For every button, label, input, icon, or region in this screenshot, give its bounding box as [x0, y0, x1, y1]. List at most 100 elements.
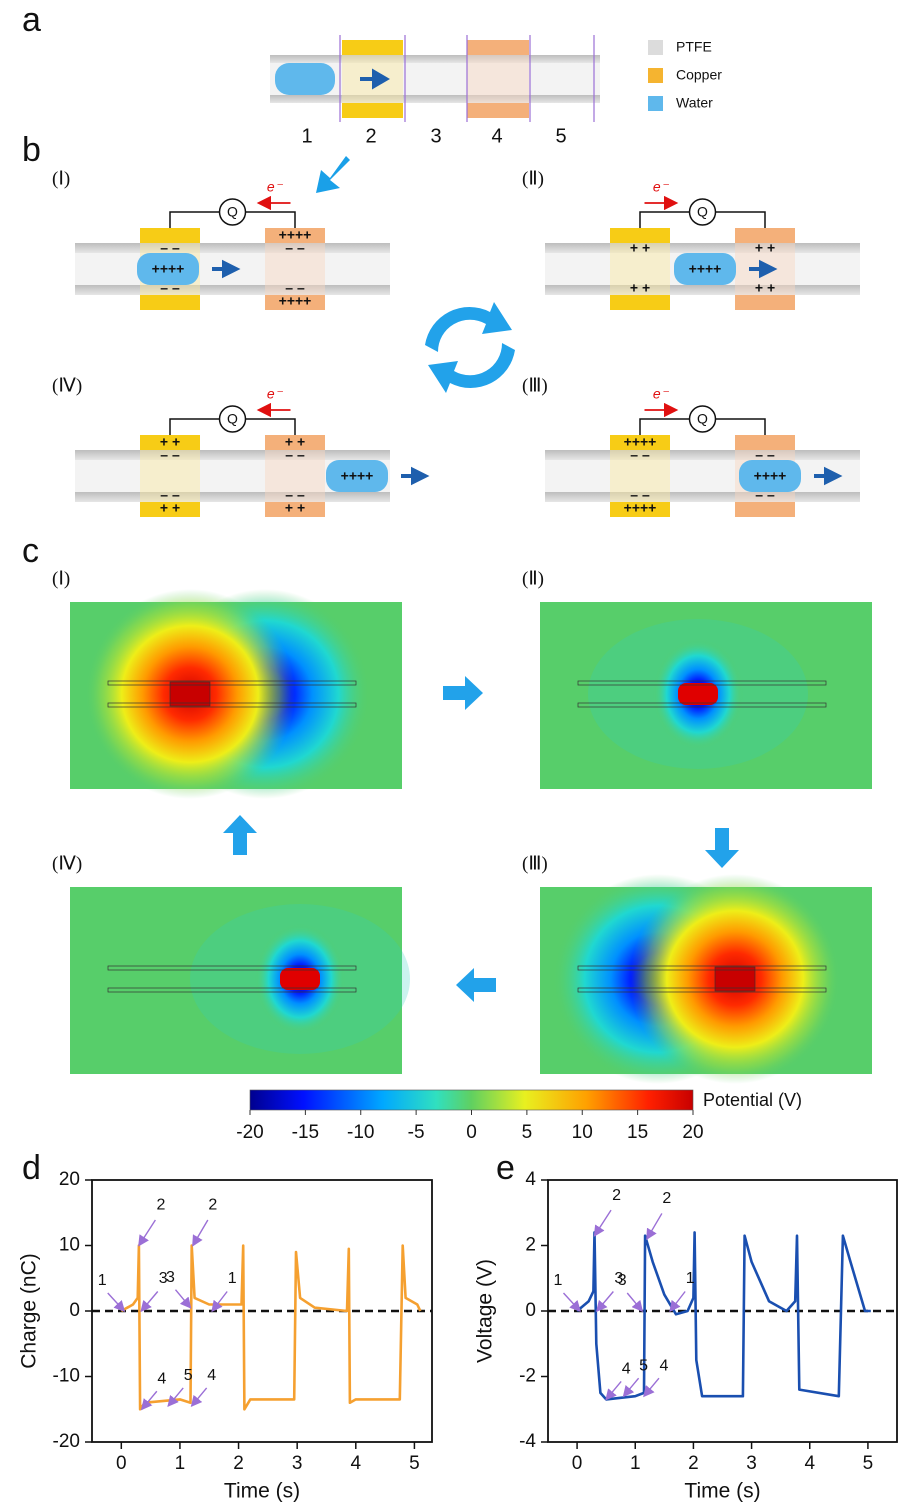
y-tick-label: 2	[525, 1235, 536, 1256]
tube-wall	[545, 492, 860, 502]
annotation: 2	[208, 1197, 217, 1214]
segment-number: 3	[430, 125, 441, 147]
electrode	[610, 295, 670, 310]
tube-wall	[545, 285, 860, 295]
annotation-arrow	[168, 1388, 183, 1406]
annotation: 1	[686, 1270, 695, 1287]
water-drop	[275, 63, 335, 95]
annotation: 1	[98, 1272, 107, 1289]
colorbar-tick-label: -5	[408, 1122, 425, 1143]
y-tick-label: -2	[519, 1366, 536, 1387]
segment-number: 1	[301, 125, 312, 147]
cycle-arrow	[425, 302, 512, 352]
annotation-arrow	[647, 1213, 662, 1239]
y-axis-label: Voltage (V)	[474, 1259, 497, 1363]
tube-wall	[75, 492, 390, 502]
colorbar-tick-label: 0	[466, 1122, 477, 1143]
x-tick-label: 5	[409, 1453, 420, 1474]
segment-number: 4	[491, 125, 502, 147]
electrode	[342, 40, 403, 55]
y-tick-label: 0	[525, 1300, 536, 1321]
tube-wall	[75, 243, 390, 253]
meter-label: Q	[227, 204, 238, 220]
segment-number: 5	[555, 125, 566, 147]
colorbar-label: Potential (V)	[703, 1090, 802, 1110]
figure: abcde12345PTFECopperWater(Ⅰ)– –– –++++– …	[0, 0, 902, 1506]
electrode	[140, 295, 200, 310]
x-tick-label: 2	[233, 1453, 244, 1474]
annotation-arrow	[175, 1290, 190, 1308]
arrow	[401, 470, 425, 482]
map-label: (Ⅰ)	[52, 568, 70, 589]
charge: + +	[630, 240, 650, 256]
colorbar-tick-label: 20	[682, 1122, 703, 1143]
annotation-arrow	[597, 1292, 614, 1312]
charge: ++++	[624, 500, 657, 516]
charge: + +	[755, 240, 775, 256]
colorbar-tick-label: 5	[522, 1122, 533, 1143]
annotation-arrow	[108, 1293, 125, 1311]
y-tick-label: -20	[53, 1431, 80, 1452]
tube-wall	[270, 95, 600, 103]
charge: ++++	[279, 293, 312, 309]
x-axis-label: Time (s)	[684, 1480, 760, 1503]
colorbar-tick-label: -20	[236, 1122, 263, 1143]
legend-label: PTFE	[676, 39, 712, 55]
annotation-arrow	[139, 1220, 156, 1246]
water-charge: ++++	[152, 261, 185, 277]
map-label: (Ⅲ)	[522, 853, 548, 874]
water-slug	[170, 682, 210, 706]
annotation: 5	[639, 1357, 648, 1374]
x-tick-label: 0	[116, 1453, 127, 1474]
arrow	[316, 156, 350, 193]
annotation-arrow	[644, 1378, 659, 1396]
charge: + +	[285, 500, 305, 516]
electrode	[735, 295, 795, 310]
annotation-arrow	[141, 1292, 158, 1312]
tube-wall	[75, 450, 390, 460]
electron-label: e⁻	[267, 386, 284, 402]
annotation: 2	[156, 1197, 165, 1214]
y-tick-label: 10	[59, 1235, 80, 1256]
annotation: 3	[618, 1272, 627, 1289]
annotation: 4	[157, 1370, 166, 1387]
meter-label: Q	[227, 411, 238, 427]
cycle-arrow	[443, 676, 483, 710]
annotation-arrow	[142, 1391, 157, 1409]
cycle-arrow	[705, 828, 739, 868]
y-tick-label: -10	[53, 1366, 80, 1387]
annotation: 4	[660, 1357, 669, 1374]
tube-wall	[75, 285, 390, 295]
electron-label: e⁻	[267, 179, 284, 195]
annotation: 5	[184, 1367, 193, 1384]
annotation-arrow	[193, 1220, 208, 1246]
meter-label: Q	[697, 204, 708, 220]
electrode-window	[467, 55, 529, 103]
y-tick-label: 4	[525, 1169, 536, 1190]
panel-label: d	[22, 1149, 41, 1187]
x-tick-label: 3	[292, 1453, 303, 1474]
panel-label: a	[22, 1, 41, 39]
legend-label: Copper	[676, 67, 722, 83]
colorbar-tick-label: 15	[627, 1122, 648, 1143]
annotation-arrow	[624, 1378, 639, 1396]
x-tick-label: 1	[630, 1453, 641, 1474]
x-tick-label: 1	[175, 1453, 186, 1474]
annotation: 2	[612, 1187, 621, 1204]
annotation: 3	[166, 1269, 175, 1286]
charge: – –	[160, 447, 180, 463]
charge: + +	[630, 280, 650, 296]
cycle-arrow	[223, 815, 257, 855]
state-label: (Ⅳ)	[52, 375, 82, 396]
annotation-arrow	[595, 1210, 612, 1236]
annotation-arrow	[627, 1293, 642, 1311]
annotation: 4	[622, 1361, 631, 1378]
x-tick-label: 0	[572, 1453, 583, 1474]
legend-swatch	[648, 96, 663, 111]
map-label: (Ⅱ)	[522, 568, 544, 589]
x-tick-label: 3	[746, 1453, 757, 1474]
annotation-arrow	[563, 1293, 580, 1311]
legend-swatch	[648, 68, 663, 83]
charge: – –	[285, 240, 305, 256]
water-slug	[678, 683, 718, 705]
